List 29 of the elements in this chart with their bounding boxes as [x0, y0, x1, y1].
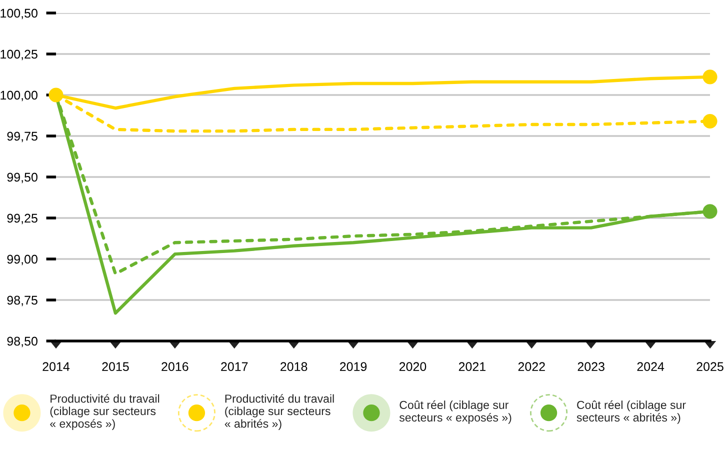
y-tick-label: 98,50 — [7, 336, 38, 348]
y-tick-label: 99,25 — [7, 214, 38, 224]
x-tick-label: 2023 — [578, 362, 604, 372]
x-tick-label: 2014 — [42, 362, 70, 372]
x-tick-label: 2022 — [518, 362, 545, 372]
x-tick-label: 2019 — [340, 362, 367, 372]
y-tick-label: 100,50 — [0, 8, 38, 20]
x-tick-label: 2017 — [221, 362, 248, 372]
point — [702, 70, 718, 84]
x-tick-label: 2020 — [399, 362, 426, 372]
y-tick-label: 100,25 — [0, 50, 38, 60]
legend-label: Coût réel (ciblage sur secteurs « exposés ») — [399, 400, 512, 424]
point — [702, 204, 718, 219]
x-tick-label: 2016 — [162, 362, 188, 372]
legend-label: Coût réel (ciblage sur secteurs « abrités ») — [576, 400, 686, 424]
x-tick-label: 2018 — [280, 362, 308, 372]
point — [48, 88, 64, 102]
legend-label: Productivité du travail (ciblage sur secteurs « exposés ») — [50, 394, 160, 430]
y-tick-label: 99,75 — [7, 132, 38, 142]
x-tick-label: 2015 — [102, 362, 129, 372]
y-tick-label: 100,00 — [0, 90, 38, 102]
x-tick-label: 2024 — [637, 362, 664, 372]
x-tick-label: 2021 — [458, 362, 486, 372]
y-tick-label: 99,50 — [7, 172, 38, 184]
point — [702, 114, 718, 129]
y-tick-label: 99,00 — [7, 254, 38, 266]
x-tick-label: 2025 — [696, 362, 724, 372]
y-tick-label: 98,75 — [7, 296, 38, 306]
legend-label: Productivité du travail (ciblage sur secteurs « abrités ») — [224, 394, 334, 430]
